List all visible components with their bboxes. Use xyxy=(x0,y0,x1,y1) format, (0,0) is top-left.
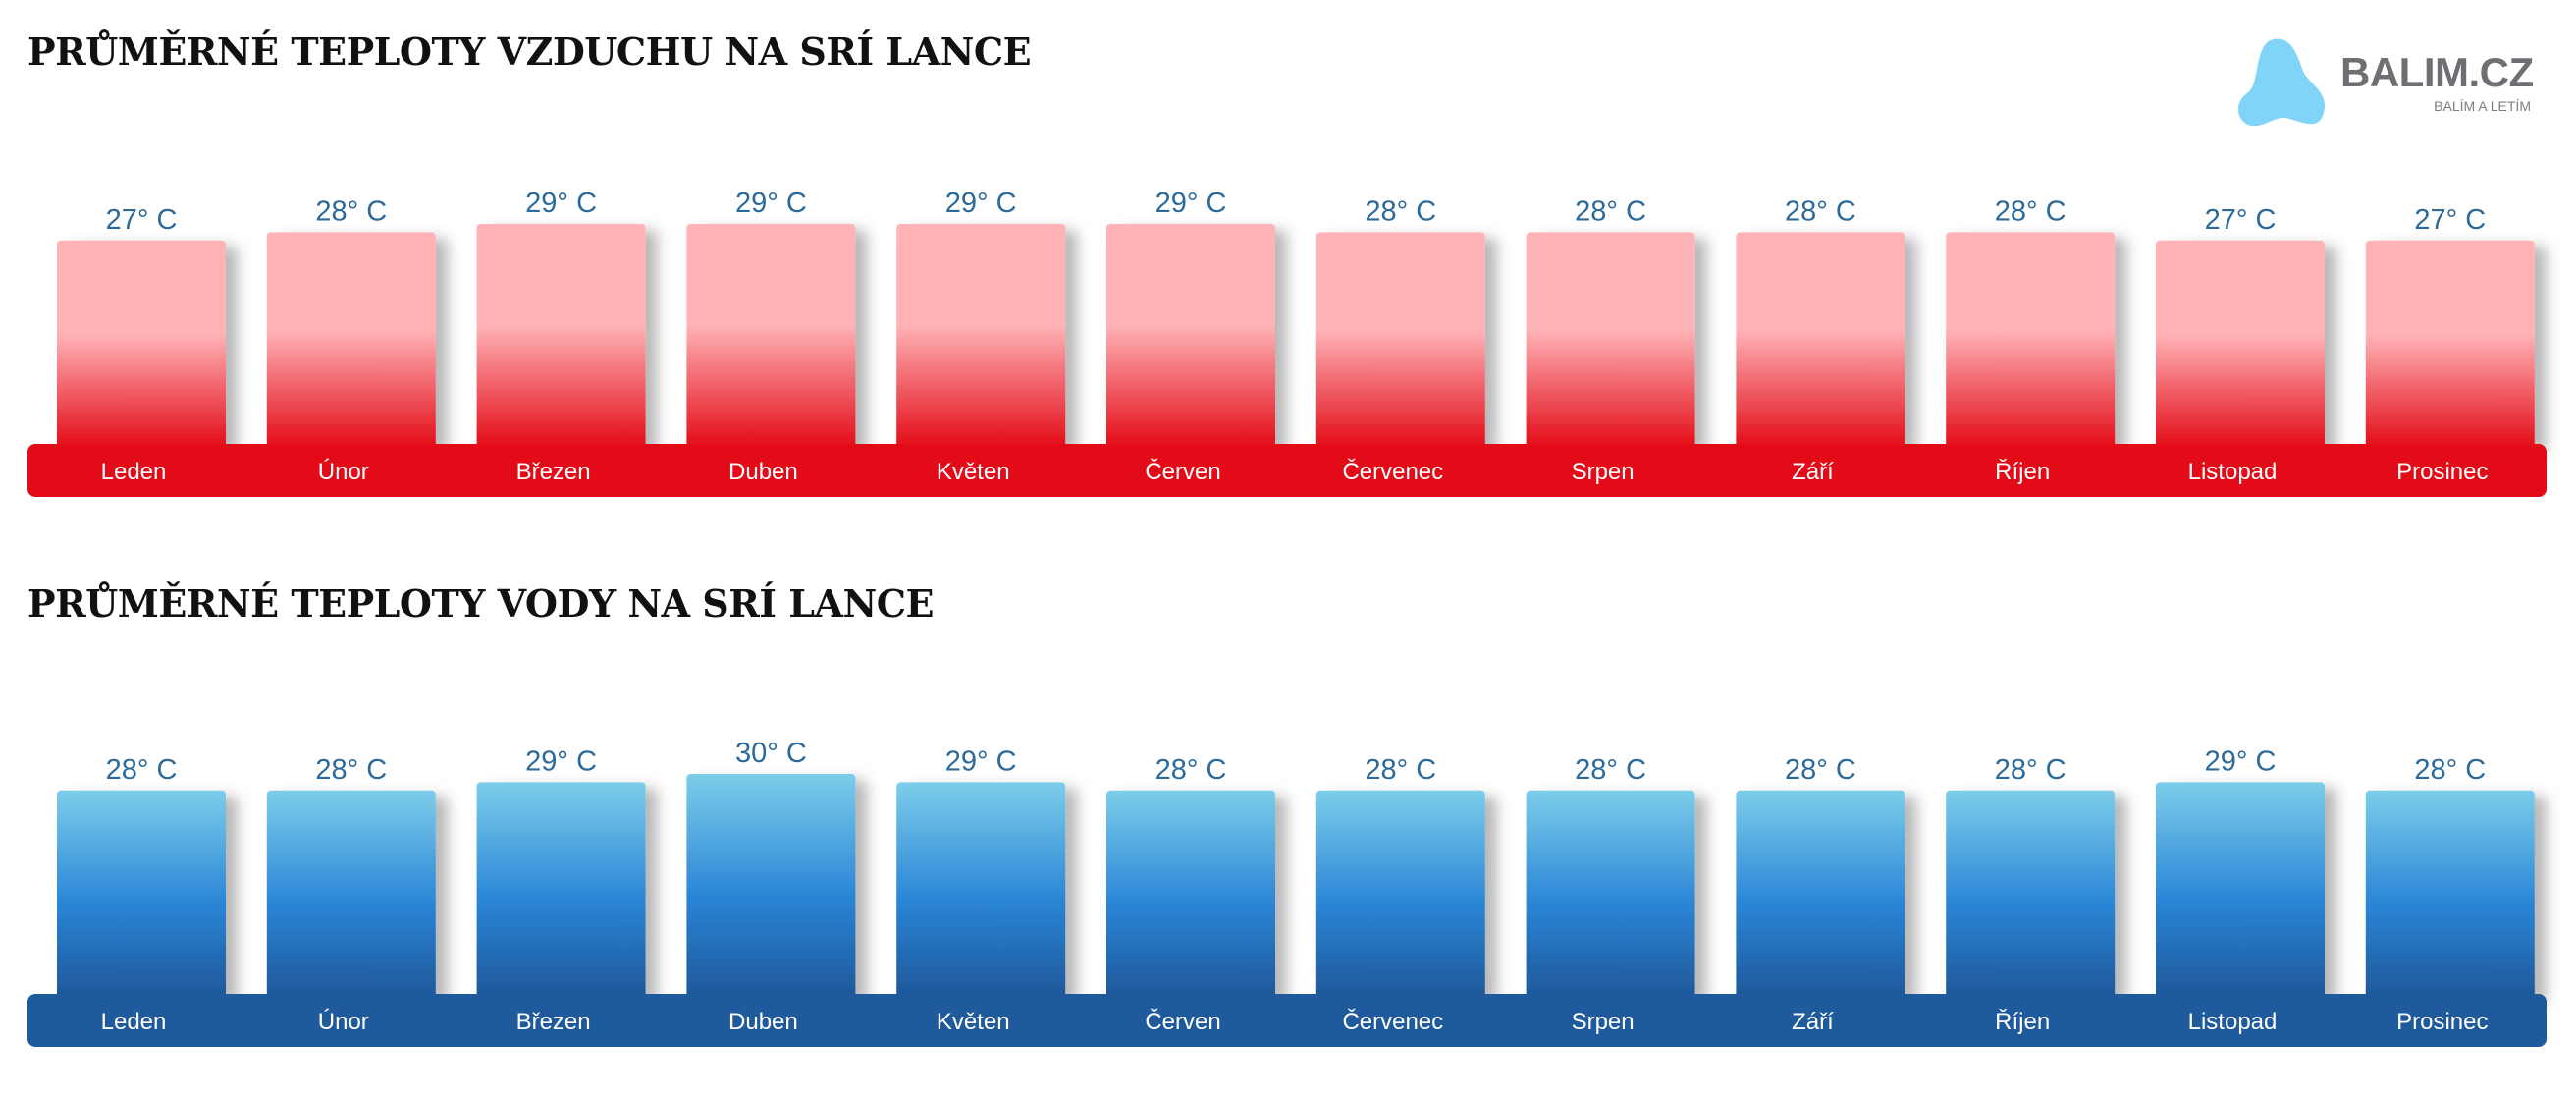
air-bar-9 xyxy=(1736,232,1905,448)
water-value-label-6: 28° C xyxy=(1155,754,1227,786)
air-value-label-12: 27° C xyxy=(2414,204,2486,236)
air-value-label-10: 28° C xyxy=(1995,195,2066,227)
water-value-label-11: 29° C xyxy=(2205,745,2277,777)
water-temperature-chart: 28° C 28° C 29° C 30° C 29° C 28° C 28° C 28° C… xyxy=(0,697,2576,1061)
air-month-label-7: Červenec xyxy=(1342,458,1443,485)
air-value-label-6: 29° C xyxy=(1155,188,1227,219)
air-value-label-8: 28° C xyxy=(1575,195,1646,227)
air-month-label-8: Srpen xyxy=(1572,459,1635,485)
water-bar-12 xyxy=(2365,790,2535,998)
water-value-label-8: 28° C xyxy=(1575,754,1646,786)
air-month-label-11: Listopad xyxy=(2188,459,2278,485)
water-bar-4 xyxy=(686,774,856,998)
water-month-label-1: Leden xyxy=(101,1009,167,1035)
air-month-label-2: Únor xyxy=(318,459,369,485)
air-value-label-5: 29° C xyxy=(945,188,1017,219)
water-bar-2 xyxy=(266,790,436,998)
logo-name: BALIM.CZ xyxy=(2340,49,2534,95)
water-value-label-10: 28° C xyxy=(1995,754,2066,786)
air-value-label-1: 27° C xyxy=(106,204,178,236)
air-bar-1 xyxy=(57,240,226,448)
water-bar-7 xyxy=(1315,790,1485,998)
air-month-label-3: Březen xyxy=(516,459,591,485)
air-bar-2 xyxy=(266,232,436,448)
water-month-label-12: Prosinec xyxy=(2396,1009,2488,1035)
air-month-band xyxy=(27,444,2547,497)
air-value-label-7: 28° C xyxy=(1365,195,1436,227)
water-bar-10 xyxy=(1946,790,2116,998)
water-month-label-5: Květen xyxy=(937,1009,1010,1035)
water-value-label-1: 28° C xyxy=(106,754,178,786)
air-chart-title: PRŮMĚRNÉ TEPLOTY VZDUCHU NA SRÍ LANCE xyxy=(27,29,1032,74)
balim-logo[interactable]: BALIM.CZ BALÍM A LETÍM xyxy=(2234,33,2539,132)
air-value-label-3: 29° C xyxy=(525,188,597,219)
water-month-label-10: Říjen xyxy=(1995,1009,2050,1035)
air-bar-6 xyxy=(1106,224,1275,448)
air-bar-10 xyxy=(1946,232,2116,448)
water-bar-11 xyxy=(2156,782,2325,998)
air-month-label-10: Říjen xyxy=(1995,459,2050,485)
air-value-label-4: 29° C xyxy=(735,188,807,219)
water-month-label-8: Srpen xyxy=(1572,1009,1635,1035)
water-value-label-5: 29° C xyxy=(945,745,1017,777)
air-month-label-6: Červen xyxy=(1145,458,1220,485)
water-month-label-11: Listopad xyxy=(2188,1009,2278,1035)
water-month-label-3: Březen xyxy=(516,1009,591,1035)
blob-logo-icon xyxy=(2237,38,2326,127)
water-value-label-12: 28° C xyxy=(2414,754,2486,786)
logo-tagline: BALÍM A LETÍM xyxy=(2434,98,2531,114)
air-temperature-chart: 27° C 28° C 29° C 29° C 29° C 29° C 28° C 28° C… xyxy=(0,147,2576,511)
water-value-label-2: 28° C xyxy=(315,754,387,786)
water-value-label-9: 28° C xyxy=(1785,754,1856,786)
water-month-band xyxy=(27,994,2547,1047)
water-value-label-4: 30° C xyxy=(735,738,807,769)
air-bar-8 xyxy=(1526,232,1695,448)
air-chart-svg: 27° C 28° C 29° C 29° C 29° C 29° C 28° C 28° C… xyxy=(27,188,2547,497)
water-bar-1 xyxy=(57,790,226,998)
air-month-label-4: Duben xyxy=(728,459,798,485)
air-month-label-9: Září xyxy=(1792,459,1834,485)
air-value-label-11: 27° C xyxy=(2205,204,2277,236)
water-month-label-7: Červenec xyxy=(1342,1008,1443,1035)
water-chart-svg: 28° C 28° C 29° C 30° C 29° C 28° C 28° C 28° C… xyxy=(27,738,2547,1047)
air-month-label-12: Prosinec xyxy=(2396,459,2488,485)
air-bar-12 xyxy=(2365,240,2535,448)
air-bar-5 xyxy=(896,224,1066,448)
water-month-label-2: Únor xyxy=(318,1009,369,1035)
air-bar-11 xyxy=(2156,240,2325,448)
water-chart-title: PRŮMĚRNÉ TEPLOTY VODY NA SRÍ LANCE xyxy=(27,581,934,626)
air-bar-4 xyxy=(686,224,856,448)
water-bar-9 xyxy=(1736,790,1905,998)
water-bar-8 xyxy=(1526,790,1695,998)
air-value-label-2: 28° C xyxy=(315,195,387,227)
water-month-label-4: Duben xyxy=(728,1009,798,1035)
water-bar-5 xyxy=(896,782,1066,998)
water-bar-6 xyxy=(1106,790,1275,998)
water-value-label-7: 28° C xyxy=(1365,754,1436,786)
water-bar-3 xyxy=(476,782,646,998)
water-month-label-9: Září xyxy=(1792,1009,1834,1035)
water-value-label-3: 29° C xyxy=(525,745,597,777)
air-value-label-9: 28° C xyxy=(1785,195,1856,227)
air-month-label-5: Květen xyxy=(937,459,1010,485)
air-month-label-1: Leden xyxy=(101,459,167,485)
air-bar-7 xyxy=(1315,232,1485,448)
air-bar-3 xyxy=(476,224,646,448)
water-month-label-6: Červen xyxy=(1145,1008,1220,1035)
